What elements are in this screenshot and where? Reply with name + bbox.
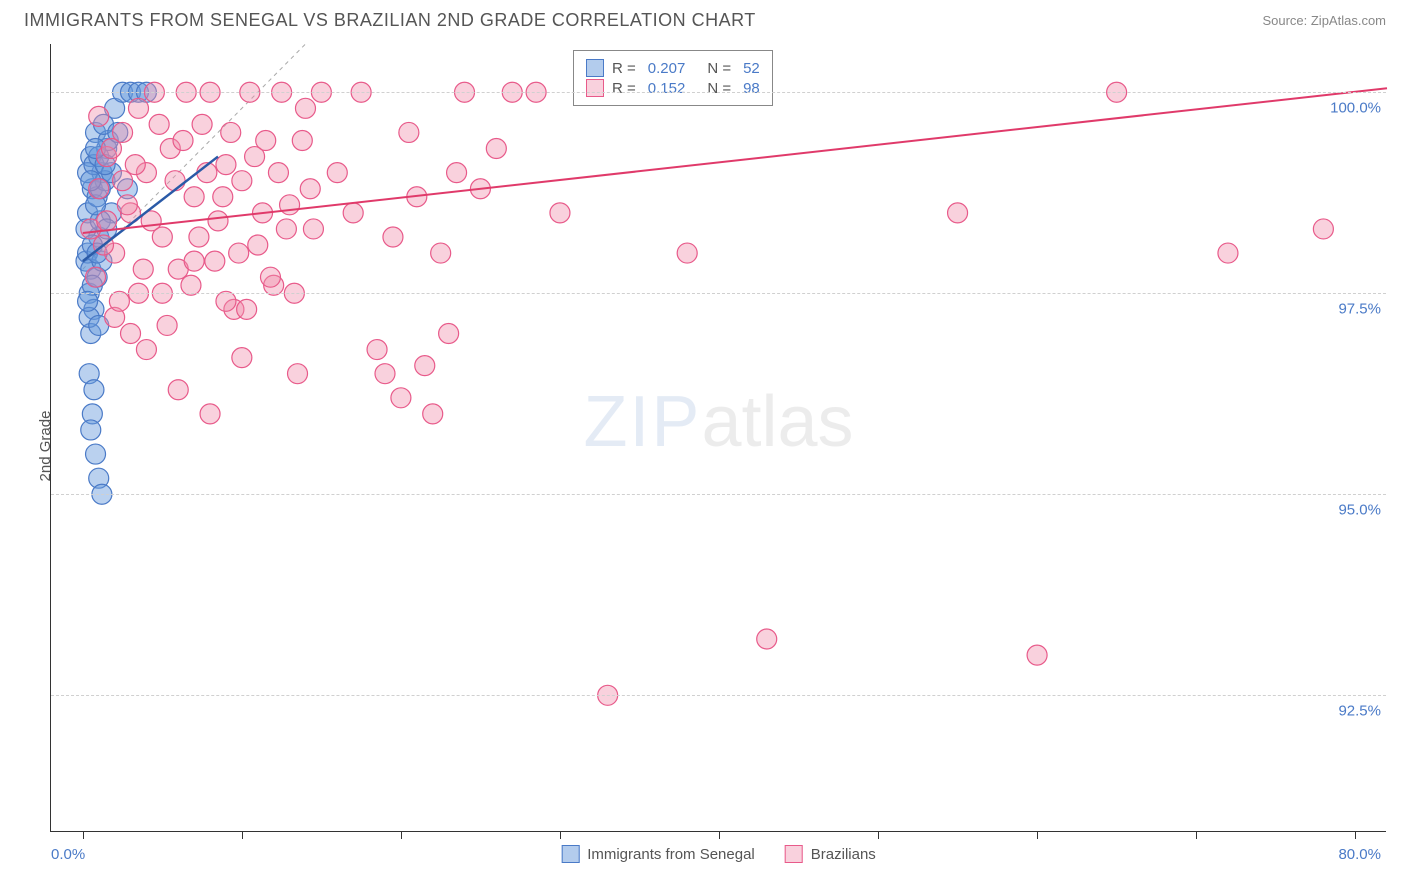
n-value-brazilians: 98 — [743, 80, 760, 97]
stats-row-brazilians: R = 0.152 N = 98 — [586, 79, 760, 97]
plot-svg — [51, 44, 1386, 831]
r-value-senegal: 0.207 — [648, 60, 686, 77]
gridline — [51, 293, 1386, 294]
y-tick-label: 95.0% — [1338, 502, 1381, 519]
gridline — [51, 92, 1386, 93]
x-tick — [1196, 831, 1197, 839]
r-label: R = — [612, 80, 636, 97]
x-tick — [878, 831, 879, 839]
legend-label-brazilians: Brazilians — [811, 846, 876, 863]
y-tick-label: 97.5% — [1338, 301, 1381, 318]
n-label: N = — [707, 80, 731, 97]
swatch-pink-icon — [586, 79, 604, 97]
n-label: N = — [707, 60, 731, 77]
swatch-pink-icon — [785, 845, 803, 863]
gridline — [51, 695, 1386, 696]
x-tick — [560, 831, 561, 839]
gridline — [51, 494, 1386, 495]
r-value-brazilians: 0.152 — [648, 80, 686, 97]
chart-plot-area: ZIPatlas R = 0.207 N = 52 R = 0.152 N = … — [50, 44, 1386, 832]
chart-title: IMMIGRANTS FROM SENEGAL VS BRAZILIAN 2ND… — [24, 10, 756, 31]
n-value-senegal: 52 — [743, 60, 760, 77]
stats-legend: R = 0.207 N = 52 R = 0.152 N = 98 — [573, 50, 773, 106]
y-tick-label: 92.5% — [1338, 703, 1381, 720]
r-label: R = — [612, 60, 636, 77]
legend-item-brazilians: Brazilians — [785, 845, 876, 863]
x-tick — [242, 831, 243, 839]
x-tick — [1037, 831, 1038, 839]
legend-label-senegal: Immigrants from Senegal — [587, 846, 755, 863]
stats-row-senegal: R = 0.207 N = 52 — [586, 59, 760, 77]
swatch-blue-icon — [586, 59, 604, 77]
x-tick — [1355, 831, 1356, 839]
legend-item-senegal: Immigrants from Senegal — [561, 845, 755, 863]
y-tick-label: 100.0% — [1330, 100, 1381, 117]
source-attribution: Source: ZipAtlas.com — [1262, 13, 1386, 28]
x-tick — [83, 831, 84, 839]
swatch-blue-icon — [561, 845, 579, 863]
x-axis-origin-label: 0.0% — [51, 846, 85, 863]
x-axis-max-label: 80.0% — [1338, 846, 1381, 863]
x-tick — [719, 831, 720, 839]
series-legend: Immigrants from Senegal Brazilians — [561, 845, 876, 863]
x-tick — [401, 831, 402, 839]
